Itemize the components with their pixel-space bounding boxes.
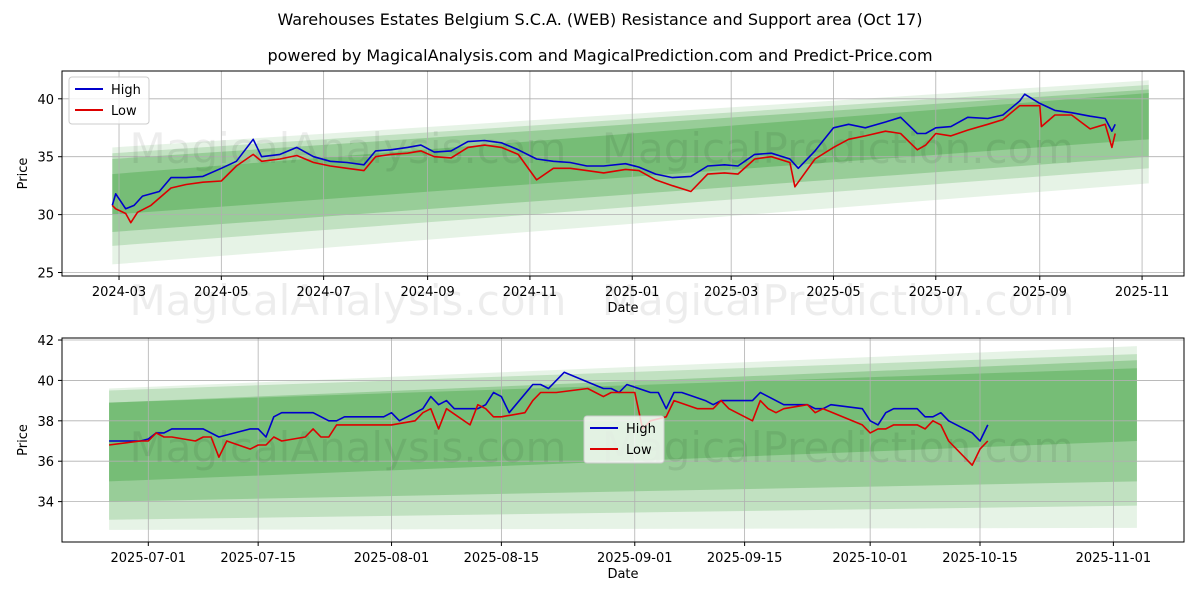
y-axis-label: Price xyxy=(16,158,31,190)
legend-label-high: High xyxy=(111,83,141,98)
x-tick-label: 2025-11 xyxy=(1115,285,1169,300)
x-tick-label: 2025-09-01 xyxy=(597,551,673,566)
x-tick-label: 2025-05 xyxy=(806,285,860,300)
y-tick-label: 34 xyxy=(37,496,54,511)
x-tick-label: 2024-09 xyxy=(400,285,454,300)
y-tick-label: 40 xyxy=(37,93,54,108)
series-low-line xyxy=(111,104,1116,224)
y-tick-label: 30 xyxy=(37,209,54,224)
series-high-line xyxy=(111,93,1116,210)
y-tick-label: 38 xyxy=(37,415,54,430)
y-tick-label: 25 xyxy=(37,267,54,282)
chart-subtitle: powered by MagicalAnalysis.com and Magic… xyxy=(267,46,933,65)
x-tick-label: 2025-09-15 xyxy=(707,551,783,566)
x-tick-label: 2025-09 xyxy=(1013,285,1067,300)
chart-1: 2024-03 2024-05 2024-07 2024-09 2024-11 2025-… xyxy=(16,70,1185,325)
y-tick-label: 35 xyxy=(37,151,54,166)
x-tick-label: 2025-03 xyxy=(704,285,758,300)
support-resistance-band xyxy=(112,89,1149,232)
chart-2: 2025-07-01 2025-07-15 2025-08-01 2025-08-15… xyxy=(16,334,1185,582)
watermark: MagicalPrediction.com xyxy=(602,423,1075,472)
watermark: MagicalPrediction.com xyxy=(602,124,1075,173)
support-resistance-band xyxy=(112,93,1149,215)
watermark: MagicalAnalysis.com xyxy=(130,423,567,472)
x-tick-label: 2025-10-01 xyxy=(832,551,908,566)
y-tick-label: 40 xyxy=(37,374,54,389)
x-tick-label: 2025-07-15 xyxy=(220,551,296,566)
chart-title: Warehouses Estates Belgium S.C.A. (WEB) … xyxy=(277,10,923,29)
watermark: MagicalAnalysis.com xyxy=(130,276,567,325)
x-tick-label: 2025-07-01 xyxy=(111,551,187,566)
series-high-line xyxy=(109,371,989,442)
x-tick-label: 2025-10-15 xyxy=(942,551,1018,566)
x-tick-label: 2025-11-01 xyxy=(1076,551,1152,566)
x-tick-label: 2025-01 xyxy=(605,285,659,300)
x-tick-label: 2025-07 xyxy=(909,285,963,300)
legend-label-high: High xyxy=(626,422,656,437)
x-tick-label: 2024-07 xyxy=(296,285,350,300)
watermark: MagicalAnalysis.com xyxy=(130,124,567,173)
x-tick-label: 2025-08-15 xyxy=(464,551,540,566)
x-tick-label: 2024-05 xyxy=(194,285,248,300)
legend-label-low: Low xyxy=(111,104,137,119)
y-axis-label: Price xyxy=(16,424,31,456)
watermark: MagicalPrediction.com xyxy=(602,276,1075,325)
legend: High Low xyxy=(583,415,665,464)
series-low-line xyxy=(108,387,989,467)
axes-frame xyxy=(61,337,1185,543)
x-axis-label: Date xyxy=(607,567,638,582)
x-axis-label: Date xyxy=(607,301,638,316)
y-tick-label: 36 xyxy=(37,455,54,470)
x-tick-label: 2025-08-01 xyxy=(354,551,430,566)
support-resistance-band xyxy=(112,80,1149,265)
y-tick-label: 42 xyxy=(37,334,54,349)
x-tick-label: 2024-03 xyxy=(92,285,146,300)
legend-label-low: Low xyxy=(626,443,652,458)
x-tick-label: 2024-11 xyxy=(503,285,557,300)
axes-frame xyxy=(61,70,1185,277)
legend: High Low xyxy=(68,76,150,125)
